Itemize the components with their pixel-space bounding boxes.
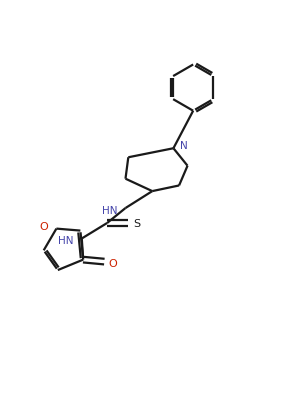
Text: O: O: [39, 222, 48, 232]
Text: N: N: [180, 141, 187, 151]
Text: HN: HN: [58, 236, 73, 246]
Text: S: S: [133, 219, 140, 228]
Text: HN: HN: [102, 207, 117, 217]
Text: O: O: [109, 259, 117, 269]
